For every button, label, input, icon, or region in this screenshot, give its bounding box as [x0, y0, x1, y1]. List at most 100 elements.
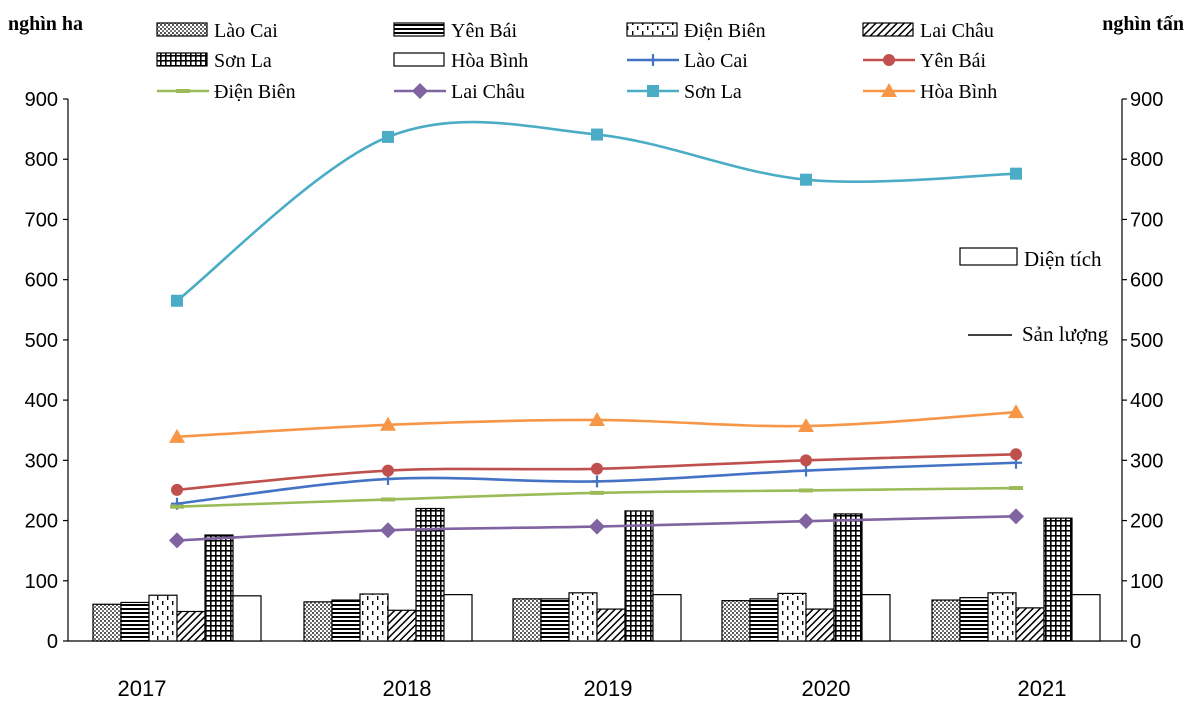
- bar-lao-cai-2020: [721, 600, 751, 642]
- point-yen-bai-2020: [800, 454, 812, 467]
- right-y-tick-label: 300: [1130, 450, 1163, 472]
- bar-lao-cai-2017: [92, 603, 122, 642]
- bar-son-la-2020: [833, 513, 863, 642]
- left-y-tick-label: 500: [25, 330, 58, 352]
- bar-dien-bien-2017: [148, 594, 178, 642]
- right-y-tick-label: 800: [1130, 149, 1163, 171]
- legend-label-bar-dien-bien: Điện Biên: [684, 20, 766, 42]
- left-y-tick-label: 300: [25, 450, 58, 472]
- legend: Lào Cai Yên Bái Điện Biên Lai Châu Sơn La Hòa…: [156, 20, 997, 103]
- point-lao-cai-2020: [800, 464, 812, 477]
- legend-label-line-lai-chau: Lai Châu: [451, 81, 525, 103]
- right-axis-unit-label: nghìn tấn: [1102, 13, 1184, 35]
- legend-marker-yen-bai: [883, 54, 895, 66]
- x-axis-labels: 2017 2018 2019 2020 2021: [118, 676, 1067, 701]
- right-y-tick-label: 500: [1130, 330, 1163, 352]
- bar-dien-bien-2019: [568, 592, 598, 642]
- bar-hoa-binh-2020: [861, 594, 891, 642]
- bar-lai-chau-2017: [176, 610, 206, 642]
- right-y-tick-label: 400: [1130, 390, 1163, 412]
- legend-swatch-bar-lai-chau: [862, 22, 914, 37]
- bar-yen-bai-2017: [120, 601, 150, 642]
- bar-lao-cai-2018: [303, 601, 333, 642]
- legend-marker-lao-cai: [647, 54, 659, 66]
- bar-son-la-2021: [1043, 517, 1073, 642]
- bar-yen-bai-2018: [331, 599, 361, 642]
- legend-marker-son-la: [647, 85, 659, 97]
- legend-swatch-bar-lao-cai: [156, 22, 208, 37]
- point-hoa-binh-2019: [589, 411, 605, 426]
- line-series-group: [169, 120, 1024, 549]
- point-hoa-binh-2017: [169, 428, 185, 443]
- point-son-la-2021: [1010, 167, 1022, 180]
- left-axis-unit-label: nghìn ha: [8, 13, 83, 35]
- left-y-tick-label: 800: [25, 149, 58, 171]
- legend-swatch-bar-yen-bai: [393, 22, 445, 37]
- legend-swatch-bar-son-la: [156, 52, 208, 67]
- legend-label-line-dien-bien: Điện Biên: [214, 81, 296, 103]
- point-hoa-binh-2021: [1008, 404, 1024, 419]
- x-tick-label: 2017: [118, 676, 167, 701]
- legend-label-line-yen-bai: Yên Bái: [920, 50, 987, 72]
- bar-lai-chau-2019: [596, 608, 626, 642]
- bar-hoa-binh-2018: [443, 594, 473, 642]
- bar-yen-bai-2021: [959, 597, 989, 642]
- point-son-la-2017: [171, 294, 183, 307]
- area-legend-swatch: [959, 247, 1018, 266]
- legend-label-line-son-la: Sơn La: [684, 81, 742, 103]
- point-lai-chau-2020: [798, 513, 814, 530]
- line-son-la: [176, 120, 1017, 302]
- legend-swatch-bar-hoa-binh: [393, 52, 445, 67]
- bar-yen-bai-2020: [749, 598, 779, 642]
- bar-lai-chau-2021: [1015, 607, 1045, 642]
- point-hoa-binh-2020: [798, 418, 814, 433]
- bar-dien-bien-2018: [359, 593, 389, 642]
- right-y-tick-label: 700: [1130, 209, 1163, 231]
- bar-son-la-2017: [204, 534, 234, 642]
- bar-hoa-binh-2017: [232, 595, 262, 642]
- point-son-la-2019: [591, 128, 603, 141]
- legend-label-bar-son-la: Sơn La: [214, 50, 272, 72]
- point-yen-bai-2017: [171, 483, 183, 496]
- bar-yen-bai-2019: [540, 598, 570, 642]
- bar-hoa-binh-2019: [652, 594, 682, 642]
- point-lai-chau-2017: [169, 532, 185, 549]
- left-y-tick-label: 900: [25, 89, 58, 111]
- point-hoa-binh-2018: [380, 416, 396, 431]
- point-yen-bai-2021: [1010, 448, 1022, 461]
- point-lao-cai-2019: [591, 475, 603, 488]
- x-tick-label: 2021: [1018, 676, 1067, 701]
- legend-label-line-lao-cai: Lào Cai: [684, 50, 748, 72]
- bar-lao-cai-2019: [512, 598, 542, 642]
- point-lai-chau-2021: [1008, 508, 1024, 525]
- legend-label-bar-lai-chau: Lai Châu: [920, 20, 994, 42]
- legend-label-bar-lao-cai: Lào Cai: [214, 20, 278, 42]
- point-son-la-2020: [800, 173, 812, 186]
- bar-lai-chau-2020: [805, 608, 835, 642]
- area-legend-label: Diện tích: [1024, 247, 1102, 271]
- bar-lai-chau-2018: [387, 609, 417, 642]
- left-y-tick-label: 700: [25, 209, 58, 231]
- right-y-tick-label: 900: [1130, 89, 1163, 111]
- legend-label-bar-yen-bai: Yên Bái: [451, 20, 518, 42]
- left-y-tick-label: 200: [25, 511, 58, 533]
- right-y-tick-label: 200: [1130, 511, 1163, 533]
- right-y-tick-label: 0: [1130, 631, 1141, 653]
- left-y-tick-label: 600: [25, 270, 58, 292]
- left-y-tick-label: 400: [25, 390, 58, 412]
- bar-series-group: [92, 507, 1101, 642]
- line-dien-bien: [176, 486, 1017, 509]
- left-y-tick-label: 100: [25, 571, 58, 593]
- left-y-tick-label: 0: [47, 631, 58, 653]
- axis-ticks: 0 0 100 100 200 200 300 300 400 400 500 500 600 600 70…: [25, 89, 1164, 653]
- bar-dien-bien-2020: [777, 592, 807, 642]
- side-legend: Diện tích Sản lượng: [959, 247, 1109, 346]
- legend-swatch-bar-dien-bien: [626, 22, 678, 37]
- point-lai-chau-2019: [589, 518, 605, 535]
- x-tick-label: 2020: [802, 676, 851, 701]
- bar-lao-cai-2021: [931, 599, 961, 642]
- right-y-tick-label: 600: [1130, 270, 1163, 292]
- point-yen-bai-2019: [591, 462, 603, 475]
- point-son-la-2018: [382, 130, 394, 143]
